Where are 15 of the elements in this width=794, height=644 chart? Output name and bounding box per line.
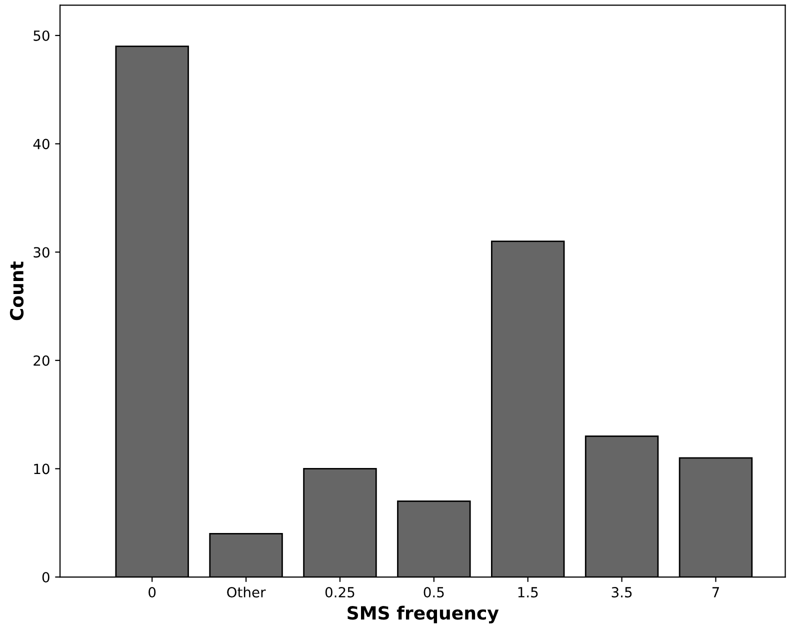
x-tick-label: 1.5	[518, 587, 538, 598]
x-tick-label: Other	[227, 586, 266, 598]
y-tick-label: 30	[34, 247, 50, 258]
y-tick-label: 50	[34, 30, 50, 41]
y-tick-label: 40	[33, 138, 50, 150]
y-axis-title: Count	[10, 262, 24, 320]
x-tick-label: 0.5	[424, 586, 444, 598]
y-tick-label: 0	[42, 572, 50, 582]
x-tick-label: 7	[712, 587, 719, 598]
x-tick-label: 3.5	[612, 586, 632, 598]
x-tick-label: 0.25	[325, 586, 354, 598]
y-tick-label: 20	[34, 355, 50, 366]
y-tick-label: 10	[34, 464, 50, 474]
x-tick-label: 0	[148, 586, 156, 598]
x-axis-title: SMS frequency	[348, 606, 499, 624]
